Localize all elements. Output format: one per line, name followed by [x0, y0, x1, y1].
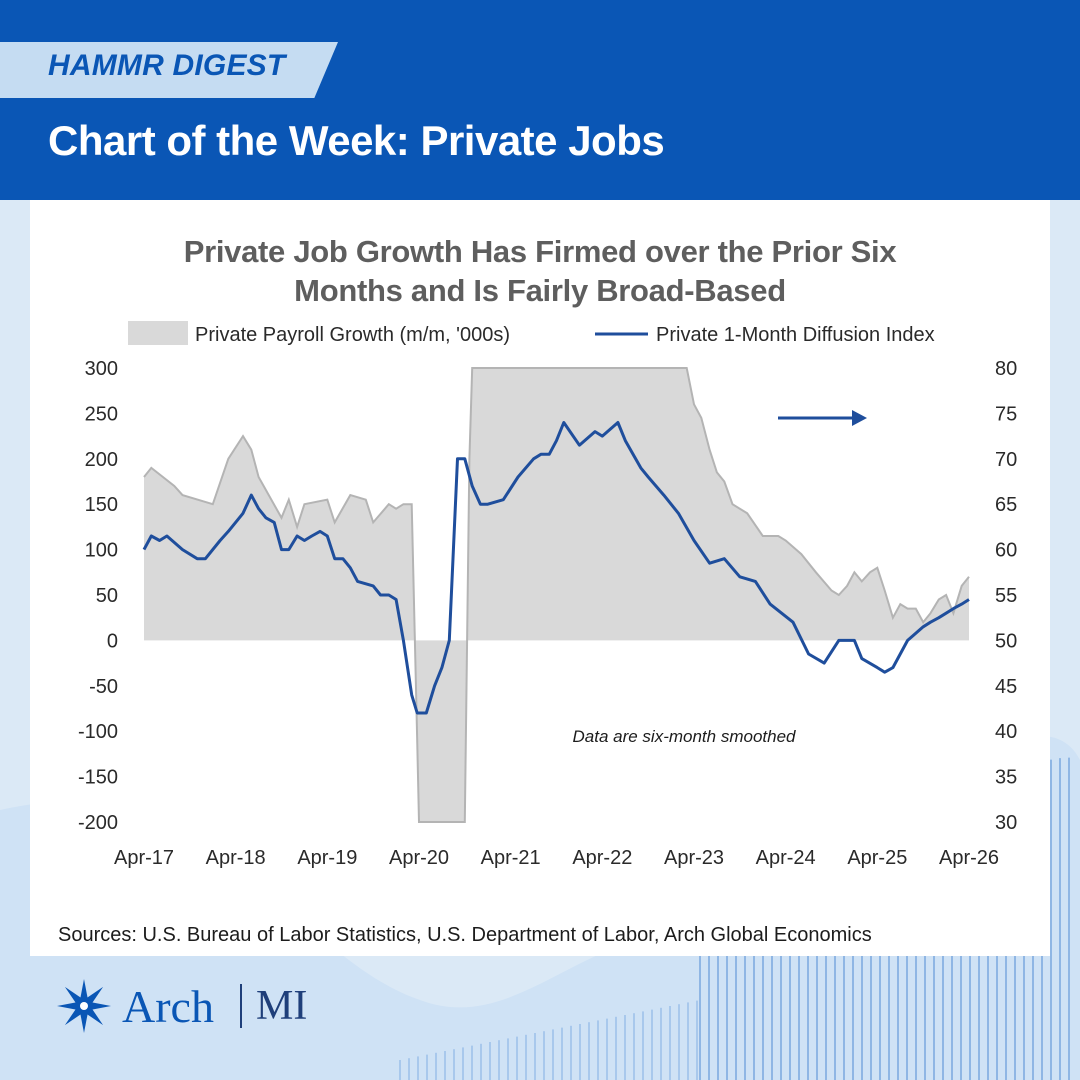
legend-area-swatch: [128, 321, 188, 345]
left-axis-tick-label: -100: [78, 721, 118, 743]
decorative-wave: [0, 736, 1080, 1080]
x-axis-tick-label: Apr-23: [664, 847, 724, 869]
right-axis-tick-label: 30: [995, 812, 1017, 834]
left-axis-tick-label: -50: [89, 676, 118, 698]
x-axis-tick-label: Apr-22: [572, 847, 632, 869]
digest-tag: HAMMR DIGEST: [48, 49, 286, 82]
right-axis-tick-label: 45: [995, 676, 1017, 698]
left-axis-tick-label: -200: [78, 812, 118, 834]
x-axis-tick-label: Apr-26: [939, 847, 999, 869]
left-axis-tick-label: 300: [85, 358, 118, 380]
left-axis-tick-label: 150: [85, 494, 118, 516]
line-layer: [142, 421, 970, 715]
logo-mi-text: MI: [256, 983, 308, 1029]
chart-title-line-2: Months and Is Fairly Broad-Based: [294, 273, 786, 308]
right-axis: 80 75 70 65 60 55 50 45 40 35 30: [995, 358, 1017, 834]
x-axis-tick-label: Apr-25: [847, 847, 907, 869]
arrow-head-icon: [852, 410, 867, 426]
right-axis-tick-label: 65: [995, 494, 1017, 516]
payroll-area-edge: [143, 367, 970, 823]
x-axis-tick-label: Apr-19: [297, 847, 357, 869]
x-axis-tick-label: Apr-18: [206, 847, 266, 869]
right-axis-tick-label: 60: [995, 540, 1017, 562]
legend-area-label: Private Payroll Growth (m/m, '000s): [195, 324, 510, 346]
right-axis-tick-label: 35: [995, 767, 1017, 789]
payroll-area: [144, 368, 969, 822]
left-axis-tick-label: 100: [85, 540, 118, 562]
header-band: [0, 0, 1080, 200]
legend-line-label: Private 1-Month Diffusion Index: [656, 324, 935, 346]
arch-mi-logo: Arch MI: [56, 976, 376, 1036]
left-axis: 300 250 200 150 100 50 0 -50 -100 -150 -200: [78, 358, 118, 834]
x-axis-tick-label: Apr-24: [756, 847, 816, 869]
left-axis-tick-label: 0: [107, 630, 118, 652]
chart-annotation: Data are six-month smoothed: [573, 727, 797, 746]
left-axis-tick-label: 250: [85, 403, 118, 425]
arch-star-icon: [57, 979, 111, 1033]
legend: Private Payroll Growth (m/m, '000s) Priv…: [128, 321, 935, 346]
left-axis-tick-label: 50: [96, 585, 118, 607]
sources-note: Sources: U.S. Bureau of Labor Statistics…: [58, 924, 872, 946]
diffusion-index-line: [142, 421, 970, 715]
x-axis-tick-label: Apr-21: [481, 847, 541, 869]
area-layer: [143, 367, 970, 823]
left-axis-tick-label: 200: [85, 449, 118, 471]
page-title: Chart of the Week: Private Jobs: [48, 117, 665, 164]
right-axis-tick-label: 75: [995, 403, 1017, 425]
right-axis-tick-label: 80: [995, 358, 1017, 380]
chart-title: Private Job Growth Has Firmed over the P…: [40, 232, 1040, 310]
right-axis-tick-label: 70: [995, 449, 1017, 471]
logo-arch-text: Arch: [122, 981, 214, 1032]
right-axis-tick-label: 55: [995, 585, 1017, 607]
x-axis-tick-label: Apr-20: [389, 847, 449, 869]
right-axis-arrow: [778, 410, 867, 426]
x-axis: Apr-17 Apr-18 Apr-19 Apr-20 Apr-21 Apr-22 Apr-…: [114, 847, 999, 869]
x-axis-tick-label: Apr-17: [114, 847, 174, 869]
right-axis-tick-label: 40: [995, 721, 1017, 743]
logo-divider: [240, 984, 242, 1028]
chart-title-line-1: Private Job Growth Has Firmed over the P…: [183, 234, 897, 269]
right-axis-tick-label: 50: [995, 630, 1017, 652]
tag-band: [0, 42, 338, 98]
left-axis-tick-label: -150: [78, 767, 118, 789]
